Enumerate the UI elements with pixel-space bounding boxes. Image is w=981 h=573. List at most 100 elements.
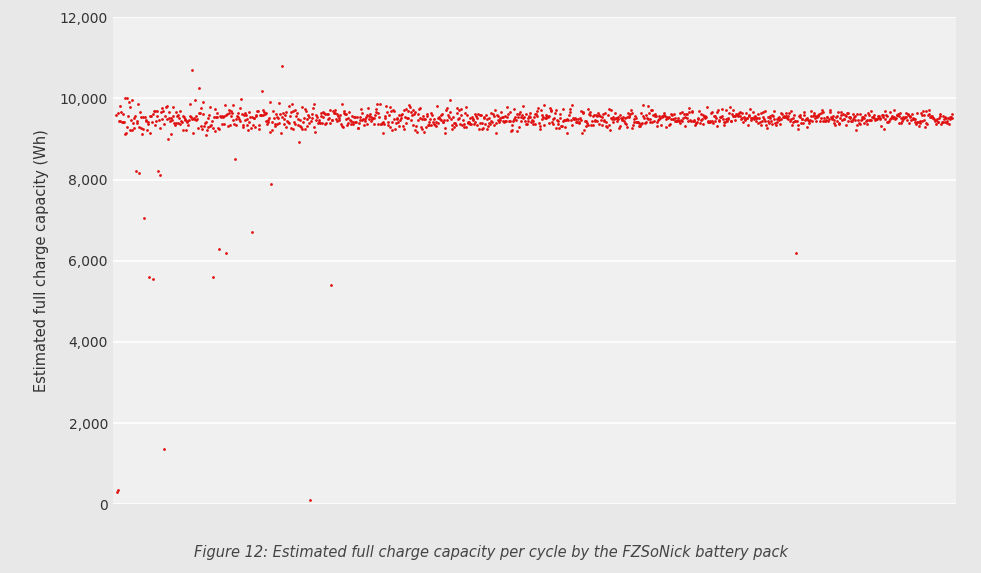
Point [407,125,423,135]
Point [924,112,940,121]
Point [729,111,745,120]
Point [142,128,158,137]
Point [114,118,129,127]
Point [798,114,813,123]
Point [304,109,320,119]
Point [807,117,823,126]
Point [779,113,795,123]
Point [674,116,690,125]
Point [455,115,471,124]
Point [344,118,360,127]
Point [412,113,428,123]
Point [537,100,552,109]
Point [661,120,677,129]
Point [305,103,321,112]
Point [264,125,280,135]
Point [169,107,184,116]
Point [207,126,223,135]
Point [118,129,133,139]
Point [462,119,478,128]
Point [544,117,560,126]
Point [695,114,710,123]
Point [817,117,833,126]
Point [299,114,315,123]
Point [584,120,599,129]
Point [531,119,546,128]
Point [425,117,440,127]
Point [749,109,765,119]
Point [586,120,601,129]
Point [468,109,484,119]
Point [617,118,633,127]
Point [243,123,259,132]
Point [518,109,534,119]
Point [119,128,134,137]
Point [467,117,483,127]
Point [403,108,419,117]
Point [280,116,295,125]
Point [898,108,913,117]
Point [649,117,665,127]
Point [265,117,281,127]
Point [278,108,293,117]
Point [489,119,504,128]
Point [540,111,555,120]
Point [508,115,524,124]
Point [480,121,495,131]
Point [309,112,325,121]
Point [665,114,681,123]
Point [902,112,917,121]
Point [326,108,341,117]
Point [820,116,836,125]
Point [199,126,215,135]
Point [685,107,700,116]
Point [472,111,488,120]
Point [539,110,554,119]
Point [147,107,163,116]
Point [776,112,792,121]
Point [744,113,759,122]
Point [513,112,529,121]
Point [874,111,890,120]
Point [918,106,934,115]
Point [858,120,874,129]
Point [651,115,667,124]
Point [300,111,316,120]
Point [904,115,920,124]
Point [232,116,248,125]
Point [742,111,757,120]
Point [328,114,343,123]
Point [786,117,801,126]
Point [387,106,402,115]
Point [119,94,134,103]
Point [435,117,450,127]
Point [362,109,378,119]
Point [904,109,920,119]
Point [224,111,239,120]
Point [424,120,439,129]
Point [699,103,715,112]
Point [669,116,685,125]
Point [155,106,171,115]
Point [491,117,507,127]
Point [265,106,281,115]
Point [938,117,954,127]
Point [332,113,347,123]
Point [758,120,774,129]
Point [521,111,537,120]
Point [852,109,868,119]
Point [297,124,313,134]
Point [867,115,883,124]
Point [870,114,886,123]
Point [635,101,650,110]
Point [706,117,722,126]
Point [596,117,612,126]
Point [833,110,849,119]
Point [827,121,843,130]
Point [306,99,322,108]
Point [127,123,142,132]
Point [175,125,190,135]
Point [241,108,257,117]
Point [723,116,739,125]
Point [727,116,743,125]
